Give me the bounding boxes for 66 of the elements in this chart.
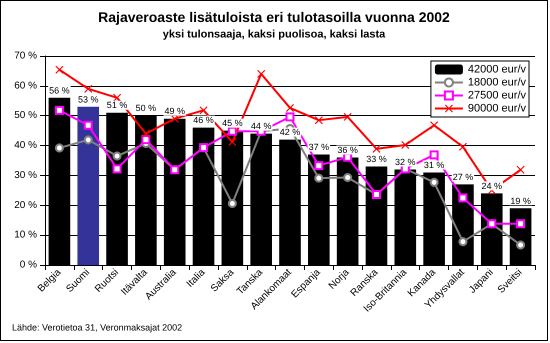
text: Lähde: Verotietoa 31, Veronmaksajat 2002 bbox=[12, 322, 182, 332]
data-label: 49 % bbox=[164, 106, 185, 116]
point bbox=[54, 143, 64, 152]
data-label: 51 % bbox=[106, 100, 128, 110]
point bbox=[228, 198, 237, 208]
point bbox=[112, 152, 122, 161]
point bbox=[84, 84, 92, 93]
data-label: 50 % bbox=[136, 103, 156, 114]
point bbox=[516, 219, 526, 228]
point bbox=[430, 178, 439, 187]
y-tick-label: 20 % bbox=[14, 200, 38, 211]
y-tick-label: 40 % bbox=[14, 140, 38, 152]
data-label: 53 % bbox=[78, 94, 98, 104]
data-label: 45 % bbox=[222, 118, 243, 128]
legend-label: 42000 eur/v bbox=[468, 64, 526, 76]
y-tick-label: 50 % bbox=[14, 110, 38, 122]
point bbox=[314, 174, 324, 183]
bar bbox=[77, 106, 100, 265]
y-tick-label: 70 % bbox=[14, 50, 38, 62]
point bbox=[112, 164, 122, 174]
point bbox=[286, 104, 294, 112]
legend-label: 18000 eur/v bbox=[468, 76, 526, 88]
data-label: 31 % bbox=[424, 160, 444, 170]
legend-label: 27500 eur/v bbox=[468, 90, 526, 102]
point bbox=[200, 106, 208, 114]
chart-title: Rajaveroaste lisätuloista eri tulotasoilla vuonna 2002 bbox=[98, 9, 450, 25]
point bbox=[54, 106, 64, 115]
point bbox=[55, 66, 64, 74]
point bbox=[314, 161, 324, 170]
point bbox=[343, 173, 352, 182]
data-label: 33 % bbox=[366, 154, 387, 164]
data-label: 46 % bbox=[193, 115, 214, 126]
y-tick-label: 10 % bbox=[14, 230, 38, 241]
data-label: 32 % bbox=[395, 156, 416, 167]
data-label: 27 % bbox=[452, 172, 474, 182]
chart-subtitle: yksi tulonsaaja, kaksi puolisoa, kaksi lasta bbox=[162, 28, 386, 40]
point bbox=[458, 237, 468, 246]
point bbox=[84, 135, 93, 144]
point bbox=[430, 150, 439, 160]
point bbox=[430, 121, 438, 130]
y-tick-label: 30 % bbox=[14, 170, 38, 181]
y-tick-label: 60 % bbox=[14, 80, 38, 92]
point bbox=[458, 142, 467, 151]
data-label: 44 % bbox=[250, 121, 272, 132]
point bbox=[458, 193, 468, 202]
point bbox=[84, 120, 93, 130]
point bbox=[141, 135, 150, 144]
point bbox=[228, 138, 236, 146]
point bbox=[286, 112, 294, 122]
point bbox=[257, 70, 266, 78]
data-label: 36 % bbox=[337, 145, 358, 156]
point bbox=[314, 116, 323, 124]
data-label: 24 % bbox=[482, 180, 502, 191]
point bbox=[344, 112, 352, 121]
point bbox=[228, 126, 237, 136]
data-label: 19 % bbox=[510, 196, 531, 206]
y-tick-label: 0 % bbox=[20, 260, 38, 270]
point bbox=[372, 144, 380, 153]
point bbox=[142, 130, 150, 138]
point bbox=[516, 240, 526, 250]
point bbox=[401, 140, 410, 149]
point bbox=[516, 166, 525, 174]
data-label: 37 % bbox=[308, 142, 330, 152]
legend-label: 90000 eur/v bbox=[468, 102, 526, 114]
x-tick-label: Italia bbox=[184, 266, 208, 290]
data-label: 56 % bbox=[49, 85, 70, 96]
